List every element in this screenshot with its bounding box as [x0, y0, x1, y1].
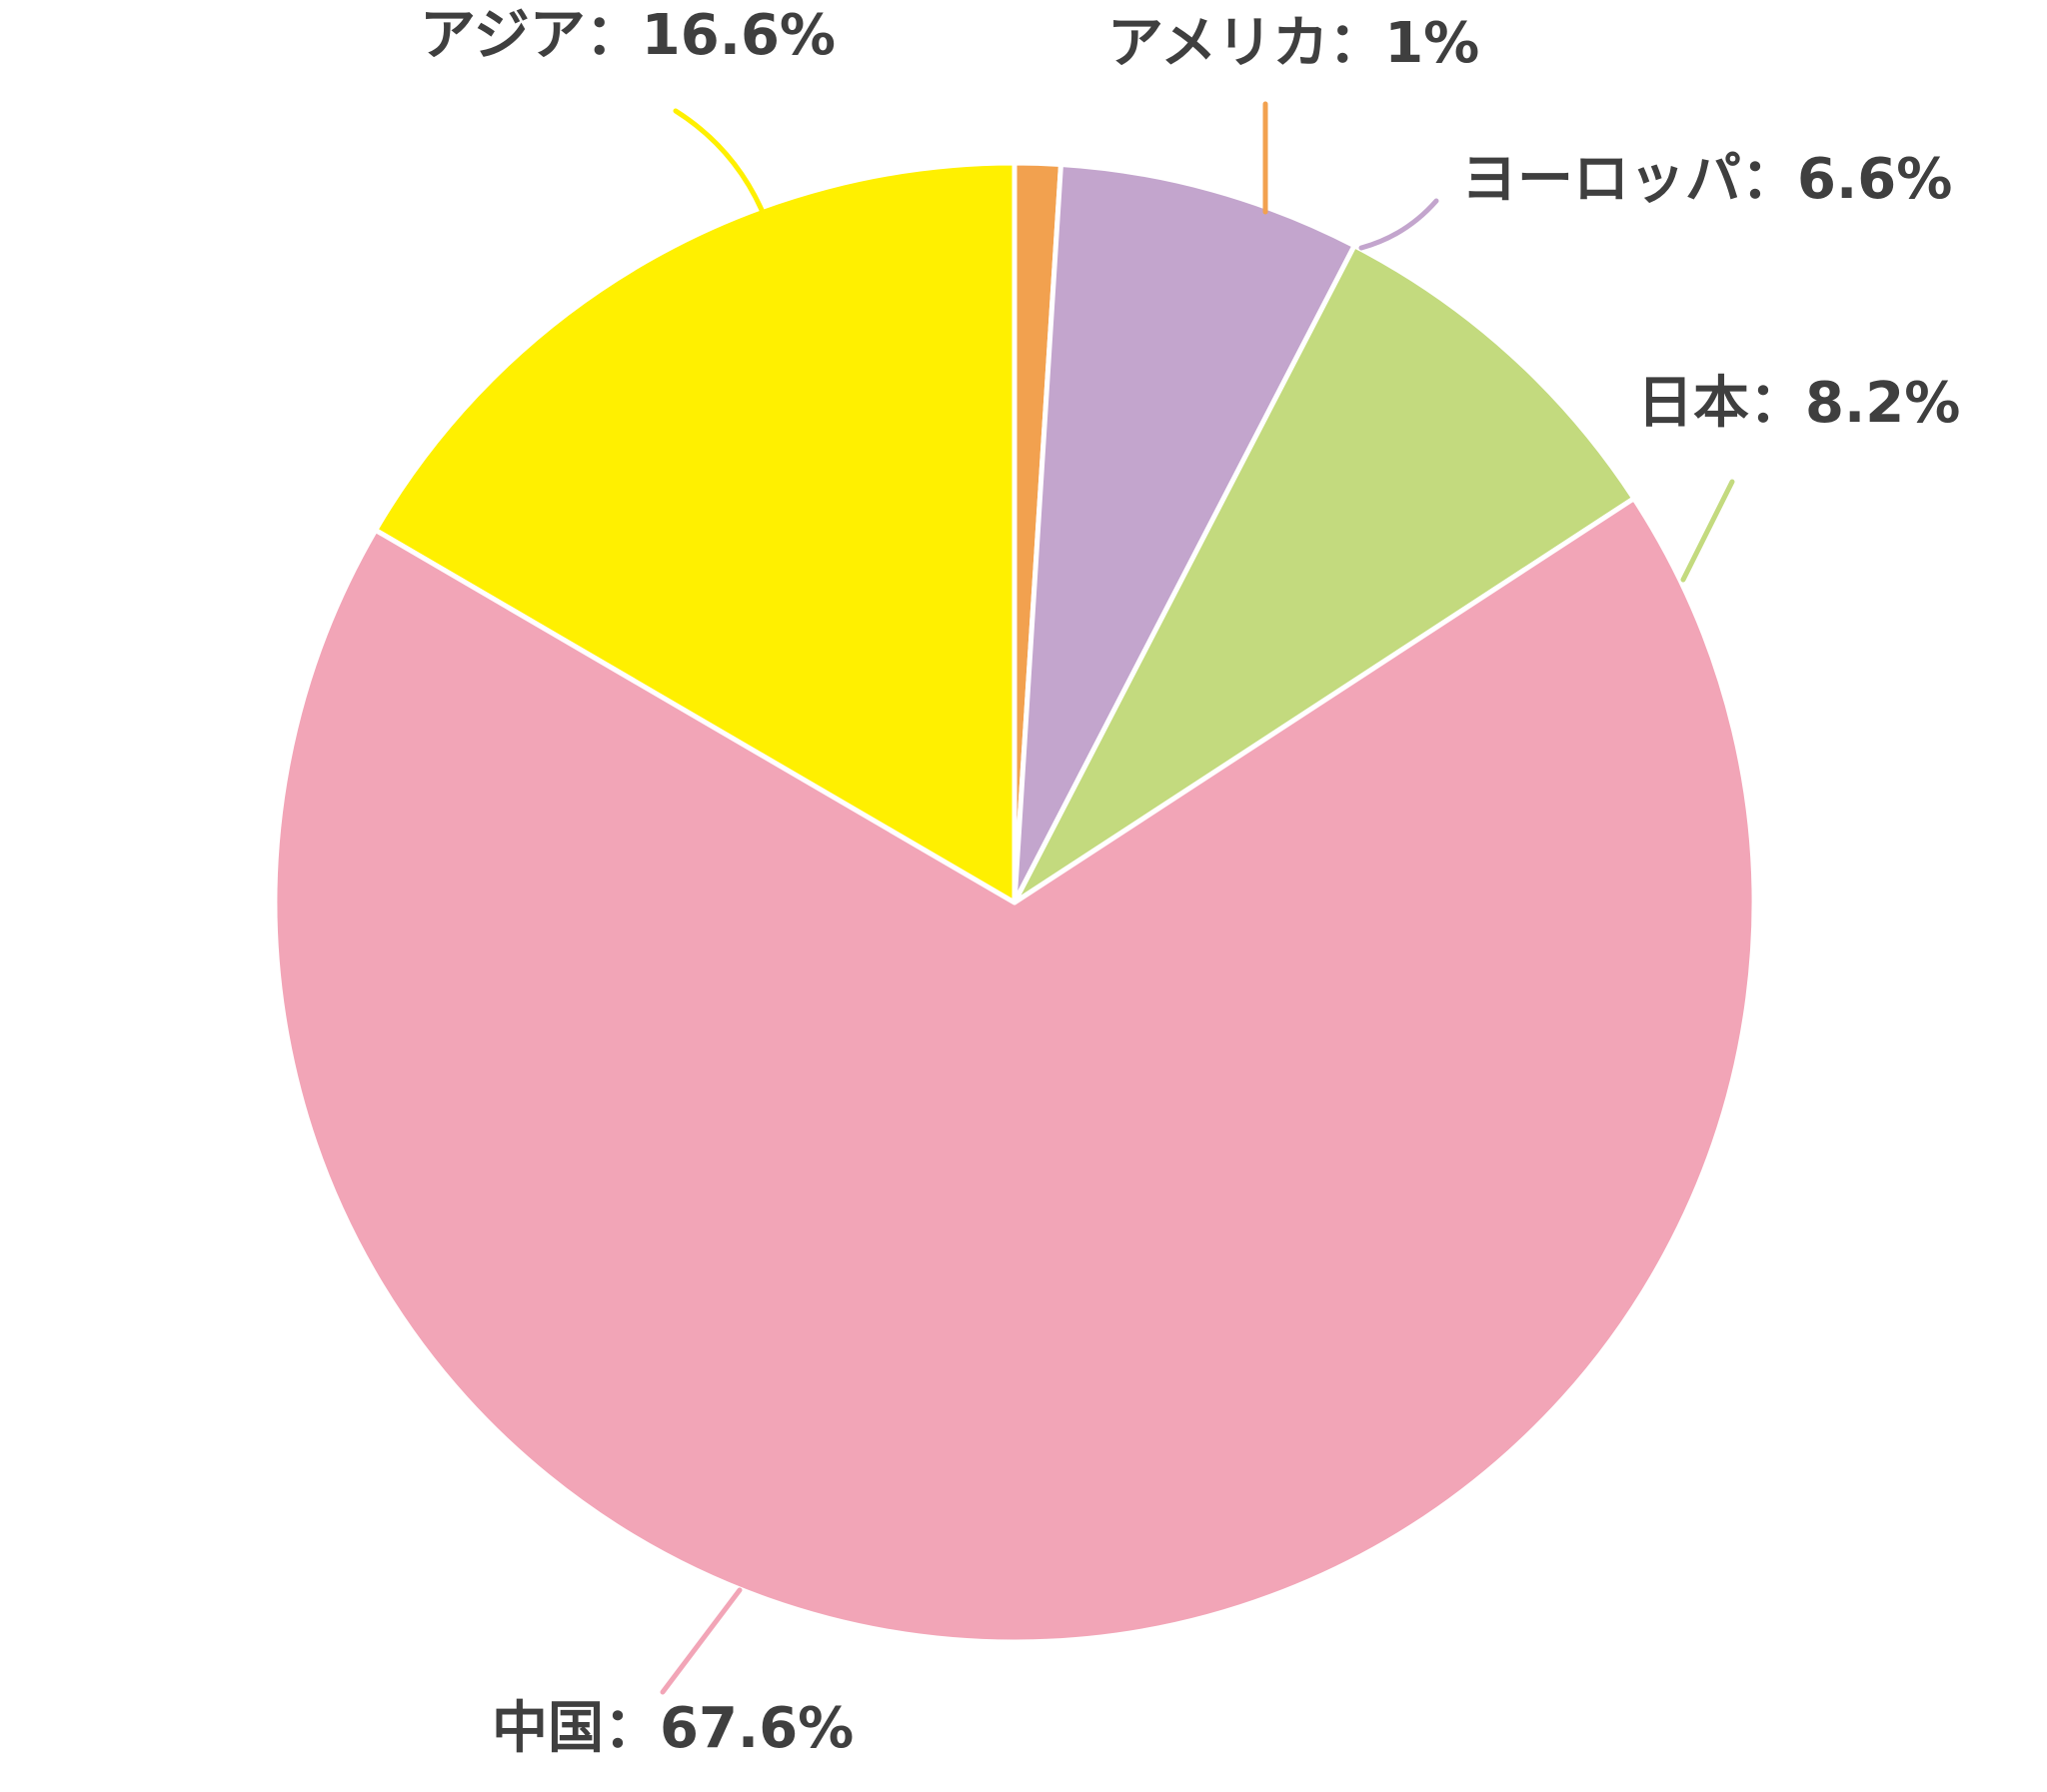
- leader-line-4: [660, 1587, 743, 1695]
- pie-slices: [272, 160, 1757, 1645]
- leader-line-3: [1680, 479, 1735, 583]
- slice-label-1: アメリカ：1%: [1107, 11, 1479, 76]
- slice-label-3: 日本：8.2%: [1637, 371, 1960, 436]
- leader-line-2: [1358, 198, 1439, 251]
- leader-lines: [660, 101, 1735, 1695]
- pie-slice-4: [272, 496, 1757, 1645]
- pie-slice-5: [373, 160, 1018, 905]
- slice-labels: アメリカ：1% ヨーロッパ：6.6% 日本：8.2% 中国：67.6% アジア：16.6…: [420, 3, 1960, 1761]
- slice-label-5: アジア：16.6%: [420, 3, 836, 68]
- pie-slice-2: [1012, 161, 1357, 905]
- slice-label-2: ヨーロッパ：6.6%: [1461, 147, 1952, 212]
- slice-label-4: 中国：67.6%: [492, 1696, 854, 1761]
- pie-slice-3: [1012, 243, 1637, 905]
- leader-line-5: [673, 108, 765, 213]
